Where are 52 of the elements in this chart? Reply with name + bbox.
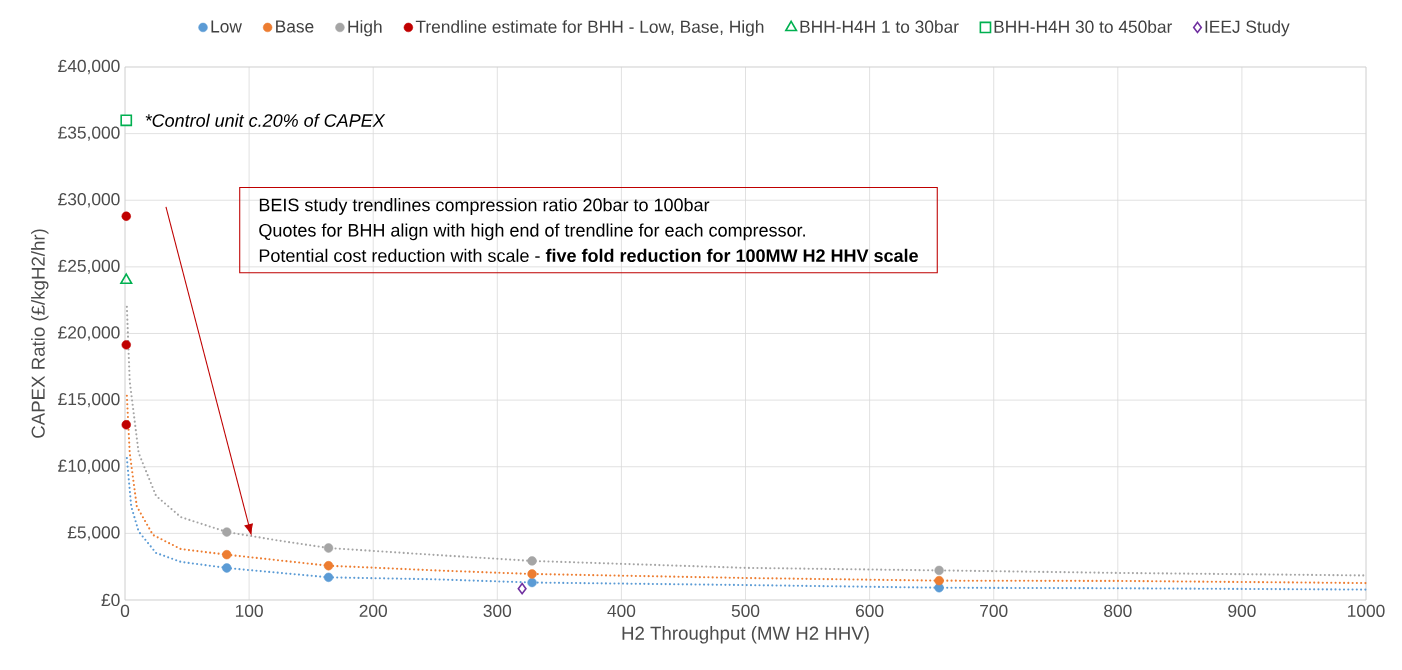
x-tick-label: 200 (359, 604, 387, 617)
line-series (125, 457, 1368, 591)
annotation: Quotes for BHH align with high end of trendline for each compressor. (259, 223, 805, 241)
x-tick-label: 100 (235, 604, 263, 617)
x-tick-label: 900 (1228, 604, 1256, 617)
legend-label: IEEJ Study (1205, 20, 1290, 37)
point (517, 582, 527, 595)
point (527, 569, 537, 579)
point (323, 572, 334, 582)
x-tick-label: 700 (980, 604, 1008, 617)
x-tick-label: 400 (607, 604, 636, 617)
x-tick-label: 1000 (1348, 604, 1385, 617)
point (222, 563, 232, 573)
annotation: *Control unit c.20% of CAPEX (145, 113, 386, 127)
y-tick-label: £10,000 (58, 459, 120, 474)
y-tick-label: £20,000 (58, 326, 120, 341)
point (121, 340, 131, 350)
legend-label: Trendline estimate for BHH - Low, Base, High (415, 20, 764, 37)
y-tick-label: £15,000 (58, 392, 120, 408)
point (527, 556, 537, 566)
annotation: BEIS study trendlines compression ratio 20bar to 100bar (259, 198, 710, 215)
y-tick-label: £30,000 (58, 193, 120, 208)
y-tick-label: £0 (101, 593, 120, 607)
x-tick-label: 300 (483, 604, 512, 617)
point (120, 114, 133, 127)
y-tick-label: £25,000 (58, 259, 120, 275)
x-tick-label: 800 (1104, 604, 1132, 617)
y-axis-title: CAPEX Ratio (£/kgH2/hr) (31, 229, 49, 438)
legend-label: Base (276, 20, 314, 33)
point (120, 273, 133, 285)
point (121, 420, 131, 430)
point (121, 211, 131, 221)
point (323, 543, 334, 553)
x-axis-title: H2 Throughput (MW H2 HHV) (622, 626, 869, 644)
point (222, 550, 232, 560)
y-tick-label: £40,000 (58, 59, 120, 75)
legend-label: BHH-H4H 30 to 450bar (994, 20, 1173, 33)
x-tick-label: 0 (120, 604, 130, 617)
legend-label: Low (211, 20, 242, 33)
point (934, 575, 944, 586)
legend-label: BHH-H4H 1 to 30bar (800, 20, 959, 33)
point (527, 577, 537, 588)
point (222, 527, 232, 537)
x-tick-label: 600 (856, 604, 884, 617)
point (934, 565, 944, 576)
y-tick-label: £35,000 (58, 126, 120, 141)
x-tick-label: 500 (731, 604, 760, 617)
point (323, 561, 334, 571)
annotation: Potential cost reduction with scale - five fold reduction for 100MW H2 HHV scale (259, 248, 918, 262)
line-series (125, 394, 1368, 585)
legend-label: High (348, 20, 382, 37)
y-tick-label: £5,000 (67, 526, 120, 541)
